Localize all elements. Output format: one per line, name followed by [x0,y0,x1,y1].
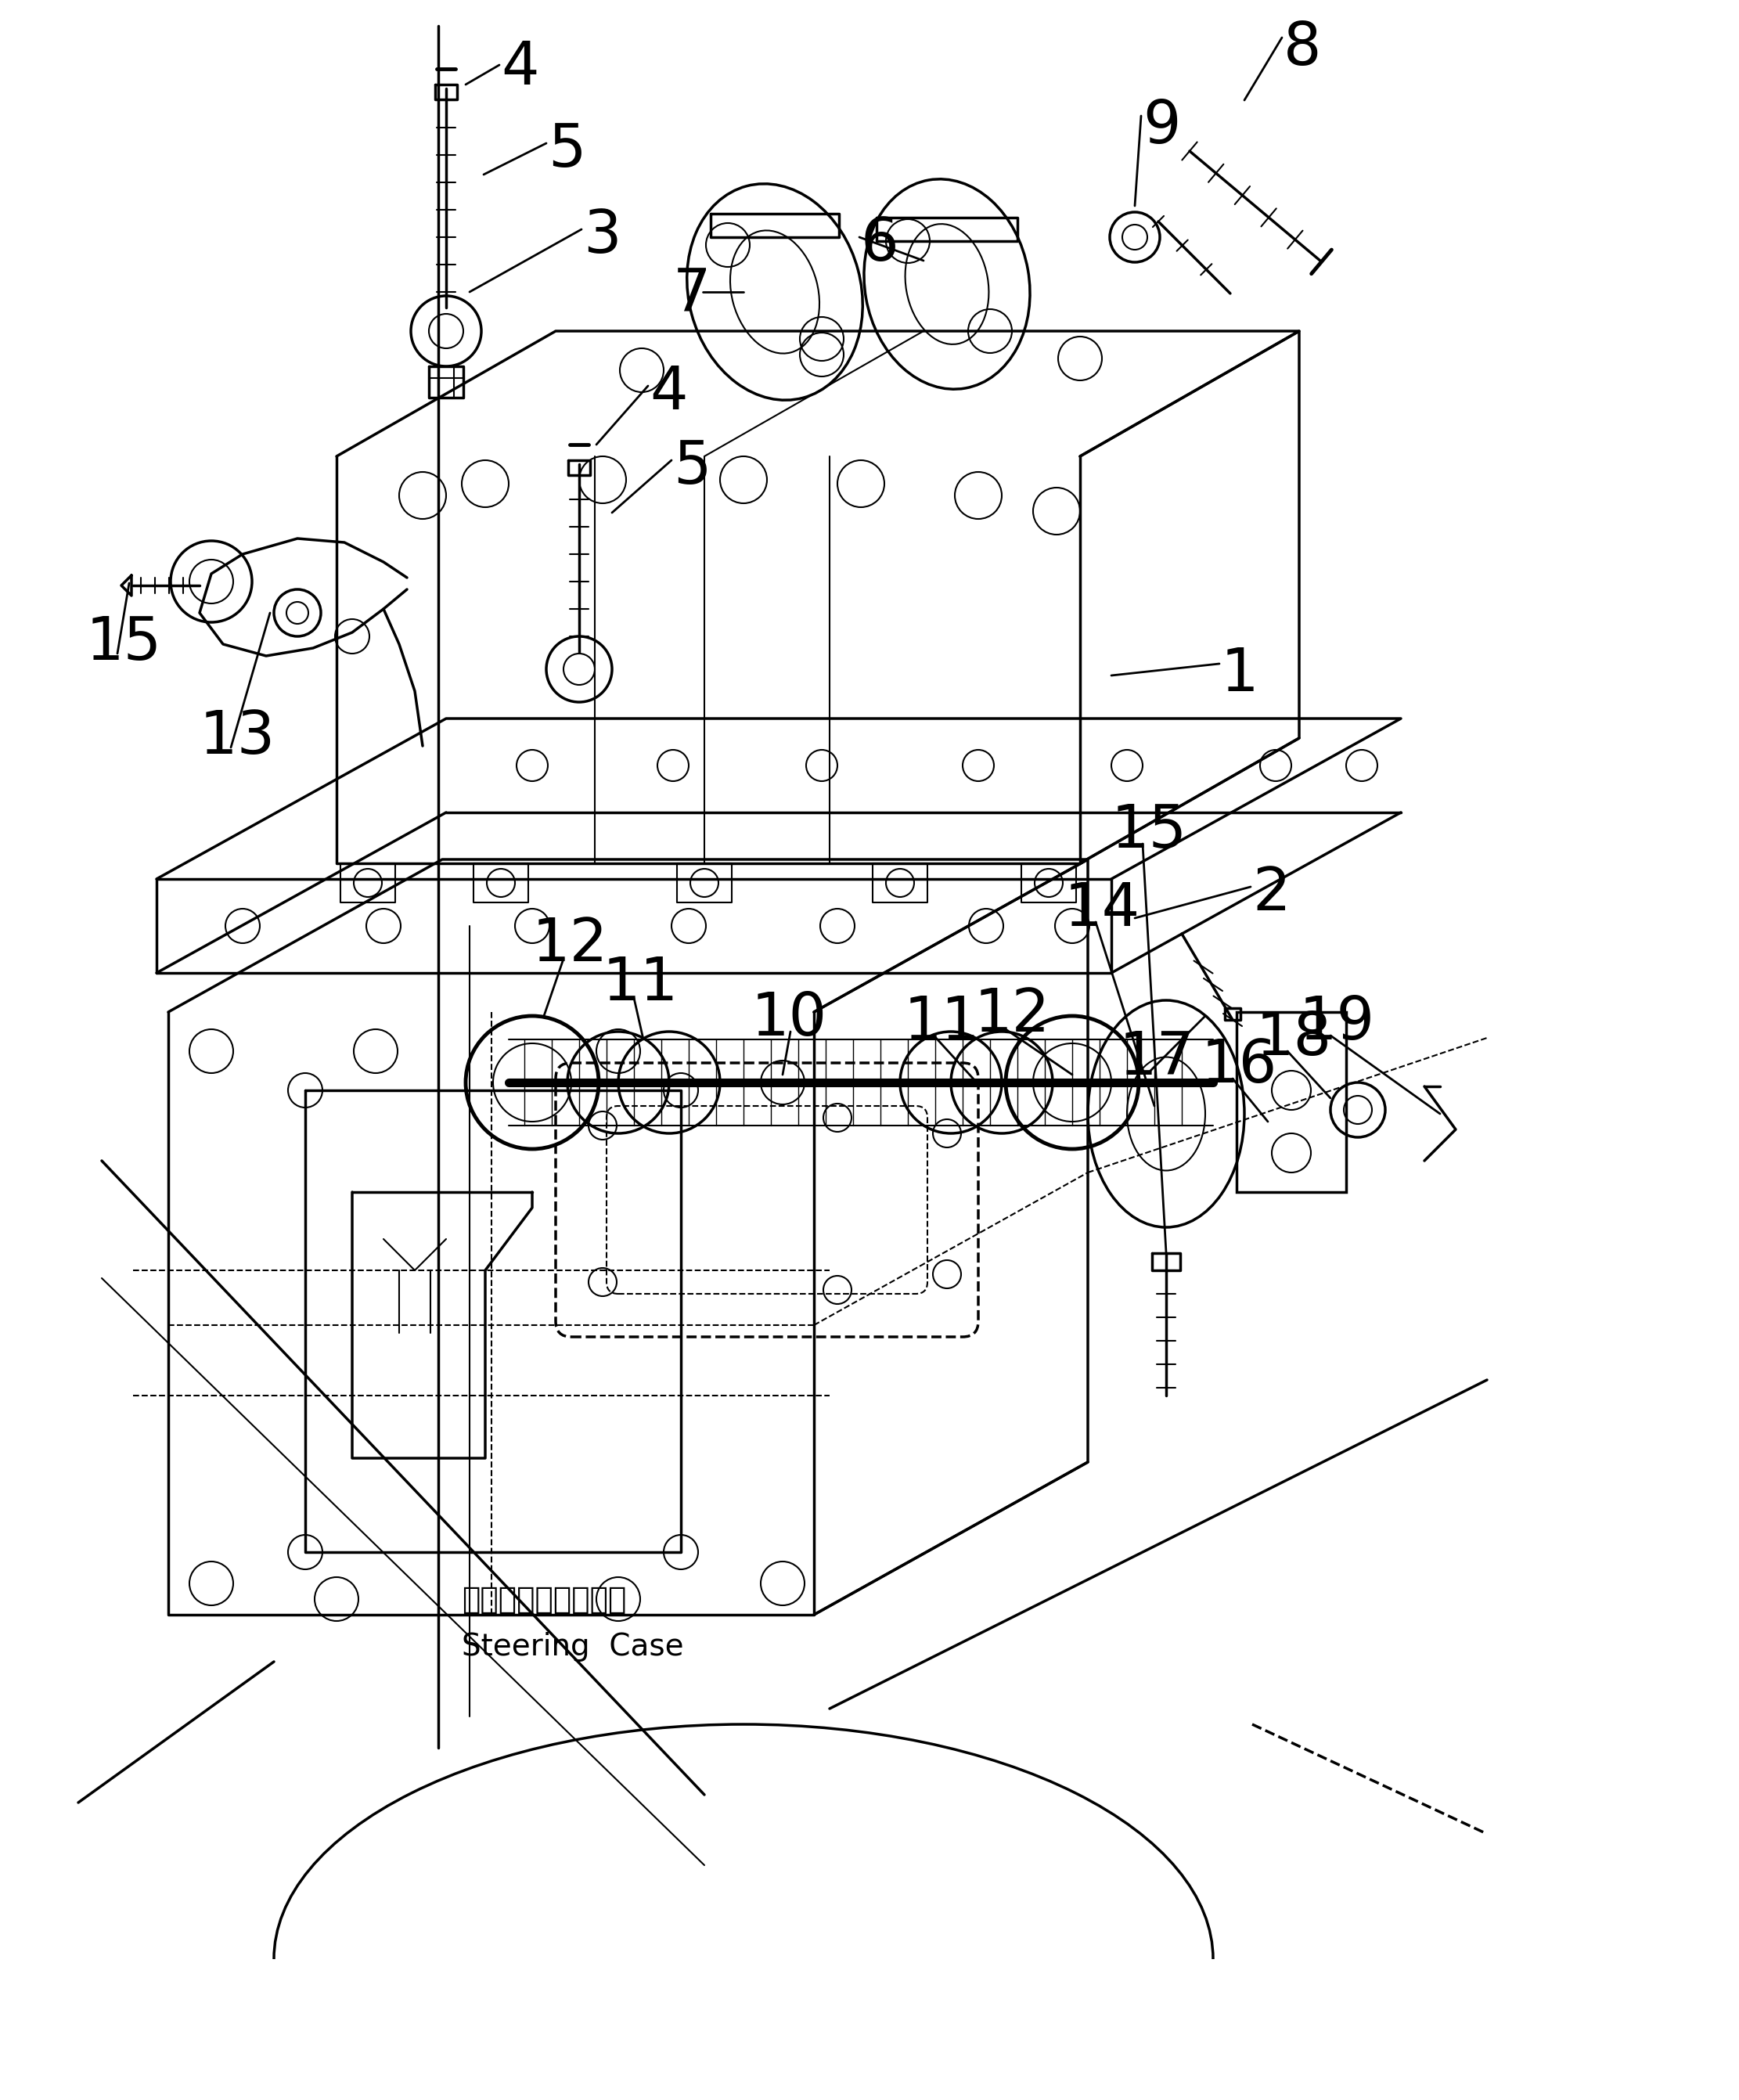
Text: 17: 17 [1120,1029,1195,1088]
Text: 4: 4 [650,363,687,422]
Text: 11: 11 [904,993,981,1052]
Text: 10: 10 [751,989,828,1048]
Text: 19: 19 [1299,993,1376,1052]
Text: 2: 2 [1252,865,1290,922]
Text: 6: 6 [861,214,899,273]
Text: 7: 7 [673,267,711,323]
Text: ステアリングケース: ステアリングケース [463,1585,626,1615]
Text: 14: 14 [1064,880,1141,939]
Text: 15: 15 [1111,802,1188,861]
Text: 5: 5 [548,122,586,178]
Text: 1: 1 [1221,645,1259,704]
Text: 16: 16 [1202,1037,1278,1094]
Text: 12: 12 [532,916,609,974]
Text: 5: 5 [673,439,711,496]
Text: 3: 3 [583,208,621,265]
Text: 13: 13 [200,708,277,766]
Text: Steering  Case: Steering Case [463,1632,683,1661]
Text: 12: 12 [974,987,1050,1044]
Text: 4: 4 [501,40,539,97]
Text: 8: 8 [1283,19,1322,78]
Text: 18: 18 [1256,1010,1332,1067]
Bar [1236,1012,1346,1193]
Text: 9: 9 [1143,99,1181,155]
Text: 15: 15 [87,615,162,672]
Text: 11: 11 [603,956,678,1012]
